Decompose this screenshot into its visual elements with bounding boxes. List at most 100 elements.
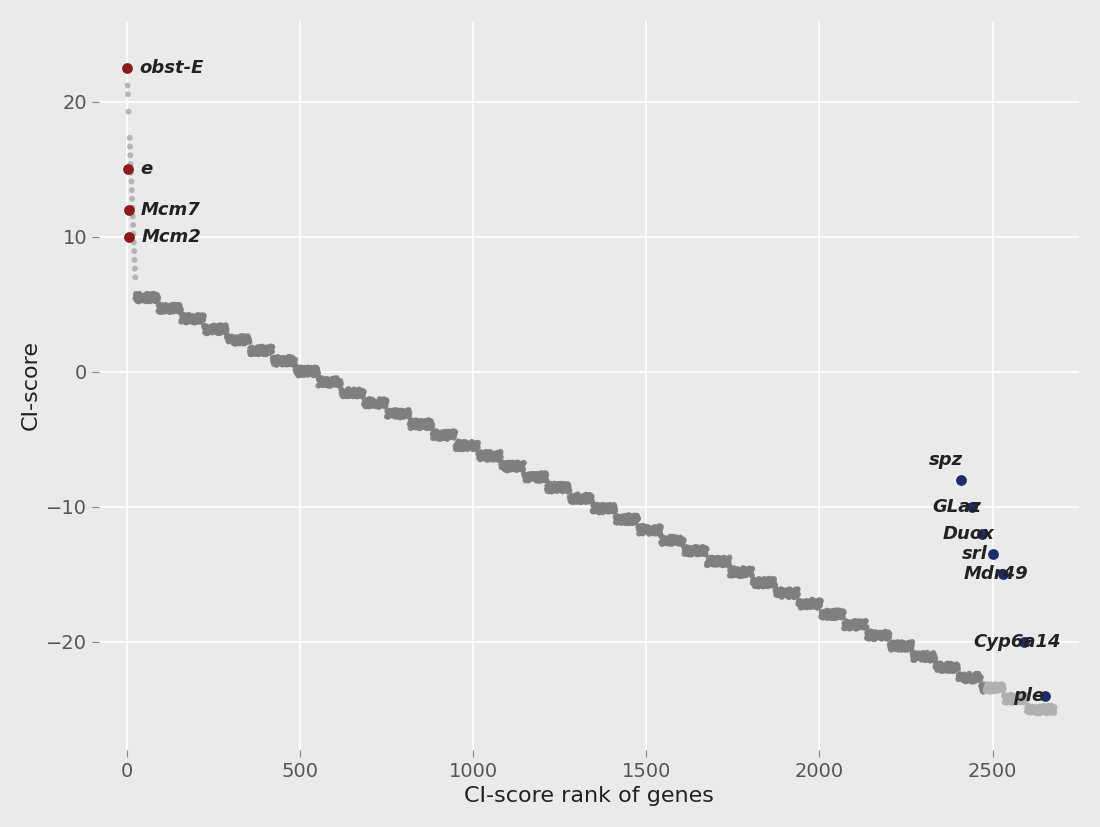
Point (485, 452, 503, 466)
Point (917, 653, 935, 667)
Point (1024, 702, 1042, 715)
Point (886, 641, 903, 654)
Point (241, 335, 258, 348)
Point (723, 567, 740, 581)
Point (887, 639, 904, 653)
Point (971, 671, 989, 684)
Point (594, 506, 612, 519)
Point (1046, 700, 1064, 714)
Point (953, 672, 970, 686)
Point (999, 691, 1016, 704)
Point (901, 636, 918, 649)
Point (353, 389, 371, 402)
Point (674, 536, 692, 549)
Point (559, 477, 576, 490)
Point (271, 356, 288, 369)
Point (988, 681, 1005, 695)
Point (444, 426, 462, 439)
Point (600, 500, 617, 514)
Point (1000, 693, 1018, 706)
Point (936, 663, 954, 676)
Point (562, 491, 580, 504)
Point (968, 668, 986, 681)
Point (276, 352, 294, 366)
Point (701, 554, 718, 567)
Point (579, 489, 596, 502)
Point (658, 534, 675, 547)
Point (216, 321, 233, 334)
Point (808, 601, 826, 614)
Point (644, 527, 661, 540)
Point (406, 414, 424, 428)
Point (933, 665, 950, 678)
Point (162, 305, 179, 318)
Point (780, 589, 798, 602)
Point (570, 491, 587, 504)
Point (514, 457, 531, 470)
Point (321, 380, 339, 393)
Point (623, 513, 640, 526)
Point (373, 397, 390, 410)
Point (821, 609, 838, 623)
Point (327, 378, 344, 391)
Point (942, 660, 959, 673)
Point (807, 600, 825, 613)
Point (370, 396, 387, 409)
Point (141, 291, 158, 304)
Point (750, 572, 768, 586)
Point (453, 436, 471, 449)
Point (830, 607, 848, 620)
Point (1041, 699, 1058, 712)
Point (614, 510, 631, 523)
Point (814, 606, 832, 619)
Point (197, 322, 215, 335)
Point (118, 61, 135, 74)
Point (591, 506, 608, 519)
Point (738, 563, 756, 576)
Point (716, 556, 734, 569)
Point (371, 393, 388, 406)
Point (608, 515, 626, 528)
Point (160, 301, 177, 314)
Point (745, 573, 762, 586)
Point (278, 351, 296, 365)
Point (928, 663, 946, 676)
Point (162, 303, 179, 316)
Point (185, 314, 202, 327)
Point (534, 470, 551, 483)
Point (534, 468, 551, 481)
Point (459, 442, 476, 456)
Point (918, 652, 936, 665)
Point (969, 667, 987, 681)
Point (785, 585, 803, 598)
Point (1036, 689, 1054, 702)
Point (827, 611, 845, 624)
Point (908, 650, 925, 663)
Point (882, 641, 900, 654)
Point (890, 638, 908, 651)
Point (485, 451, 503, 464)
Point (492, 447, 509, 460)
Point (728, 568, 746, 581)
Point (937, 664, 955, 677)
Point (979, 678, 997, 691)
Point (736, 569, 754, 582)
Point (1037, 703, 1055, 716)
Point (822, 605, 839, 619)
Point (569, 488, 586, 501)
Point (184, 309, 201, 323)
Point (940, 657, 958, 671)
Point (694, 540, 712, 553)
Point (532, 472, 550, 485)
Point (480, 446, 497, 459)
Point (716, 555, 734, 568)
Point (832, 609, 849, 622)
Point (978, 682, 996, 696)
Point (823, 611, 840, 624)
Point (214, 320, 232, 333)
Point (728, 566, 746, 579)
Point (364, 396, 382, 409)
Point (937, 658, 955, 672)
Point (128, 289, 145, 303)
Point (802, 600, 820, 614)
